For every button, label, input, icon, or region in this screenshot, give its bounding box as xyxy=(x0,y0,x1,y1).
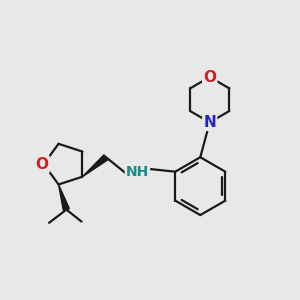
Polygon shape xyxy=(58,184,69,211)
Text: NH: NH xyxy=(126,165,149,179)
Text: O: O xyxy=(203,70,216,85)
Text: N: N xyxy=(203,115,216,130)
Polygon shape xyxy=(82,155,108,177)
Text: O: O xyxy=(36,157,49,172)
